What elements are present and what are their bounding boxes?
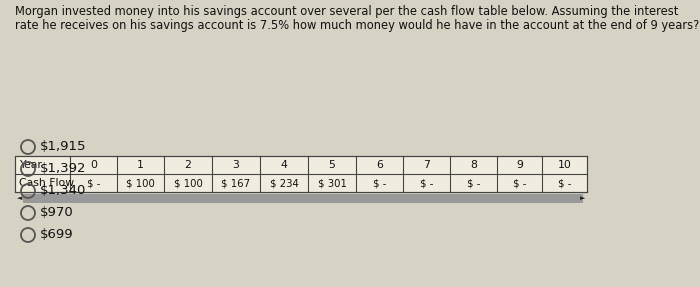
Text: Year: Year <box>19 160 42 170</box>
Text: $ 100: $ 100 <box>126 178 155 188</box>
Text: 0: 0 <box>90 160 97 170</box>
Text: 6: 6 <box>376 160 383 170</box>
Text: $ -: $ - <box>420 178 433 188</box>
Text: $1,340: $1,340 <box>40 185 86 197</box>
Text: $1,915: $1,915 <box>40 141 87 154</box>
Bar <box>15 156 587 192</box>
Text: rate he receives on his savings account is 7.5% how much money would he have in : rate he receives on his savings account … <box>15 19 699 32</box>
Text: Cash Flow: Cash Flow <box>19 178 74 188</box>
Text: 9: 9 <box>516 160 523 170</box>
Text: ►: ► <box>580 195 585 201</box>
Text: 4: 4 <box>281 160 288 170</box>
Text: 3: 3 <box>232 160 239 170</box>
Text: 2: 2 <box>185 160 191 170</box>
Text: $ 100: $ 100 <box>174 178 202 188</box>
Text: $ 234: $ 234 <box>270 178 298 188</box>
Text: $ 167: $ 167 <box>221 178 251 188</box>
Text: $970: $970 <box>40 207 74 220</box>
Text: 5: 5 <box>328 160 335 170</box>
Text: $ 301: $ 301 <box>318 178 346 188</box>
Text: Morgan invested money into his savings account over several per the cash flow ta: Morgan invested money into his savings a… <box>15 5 678 18</box>
Text: $ -: $ - <box>513 178 526 188</box>
Text: $1,392: $1,392 <box>40 162 87 175</box>
Text: $ -: $ - <box>467 178 480 188</box>
Text: $ -: $ - <box>373 178 386 188</box>
Text: 7: 7 <box>423 160 430 170</box>
Text: ◄: ◄ <box>17 195 22 201</box>
Text: $ -: $ - <box>558 178 571 188</box>
Text: 8: 8 <box>470 160 477 170</box>
Text: $699: $699 <box>40 228 74 241</box>
Text: 10: 10 <box>558 160 571 170</box>
Text: $ -: $ - <box>87 178 100 188</box>
Bar <box>23 194 583 203</box>
Text: 1: 1 <box>137 160 144 170</box>
